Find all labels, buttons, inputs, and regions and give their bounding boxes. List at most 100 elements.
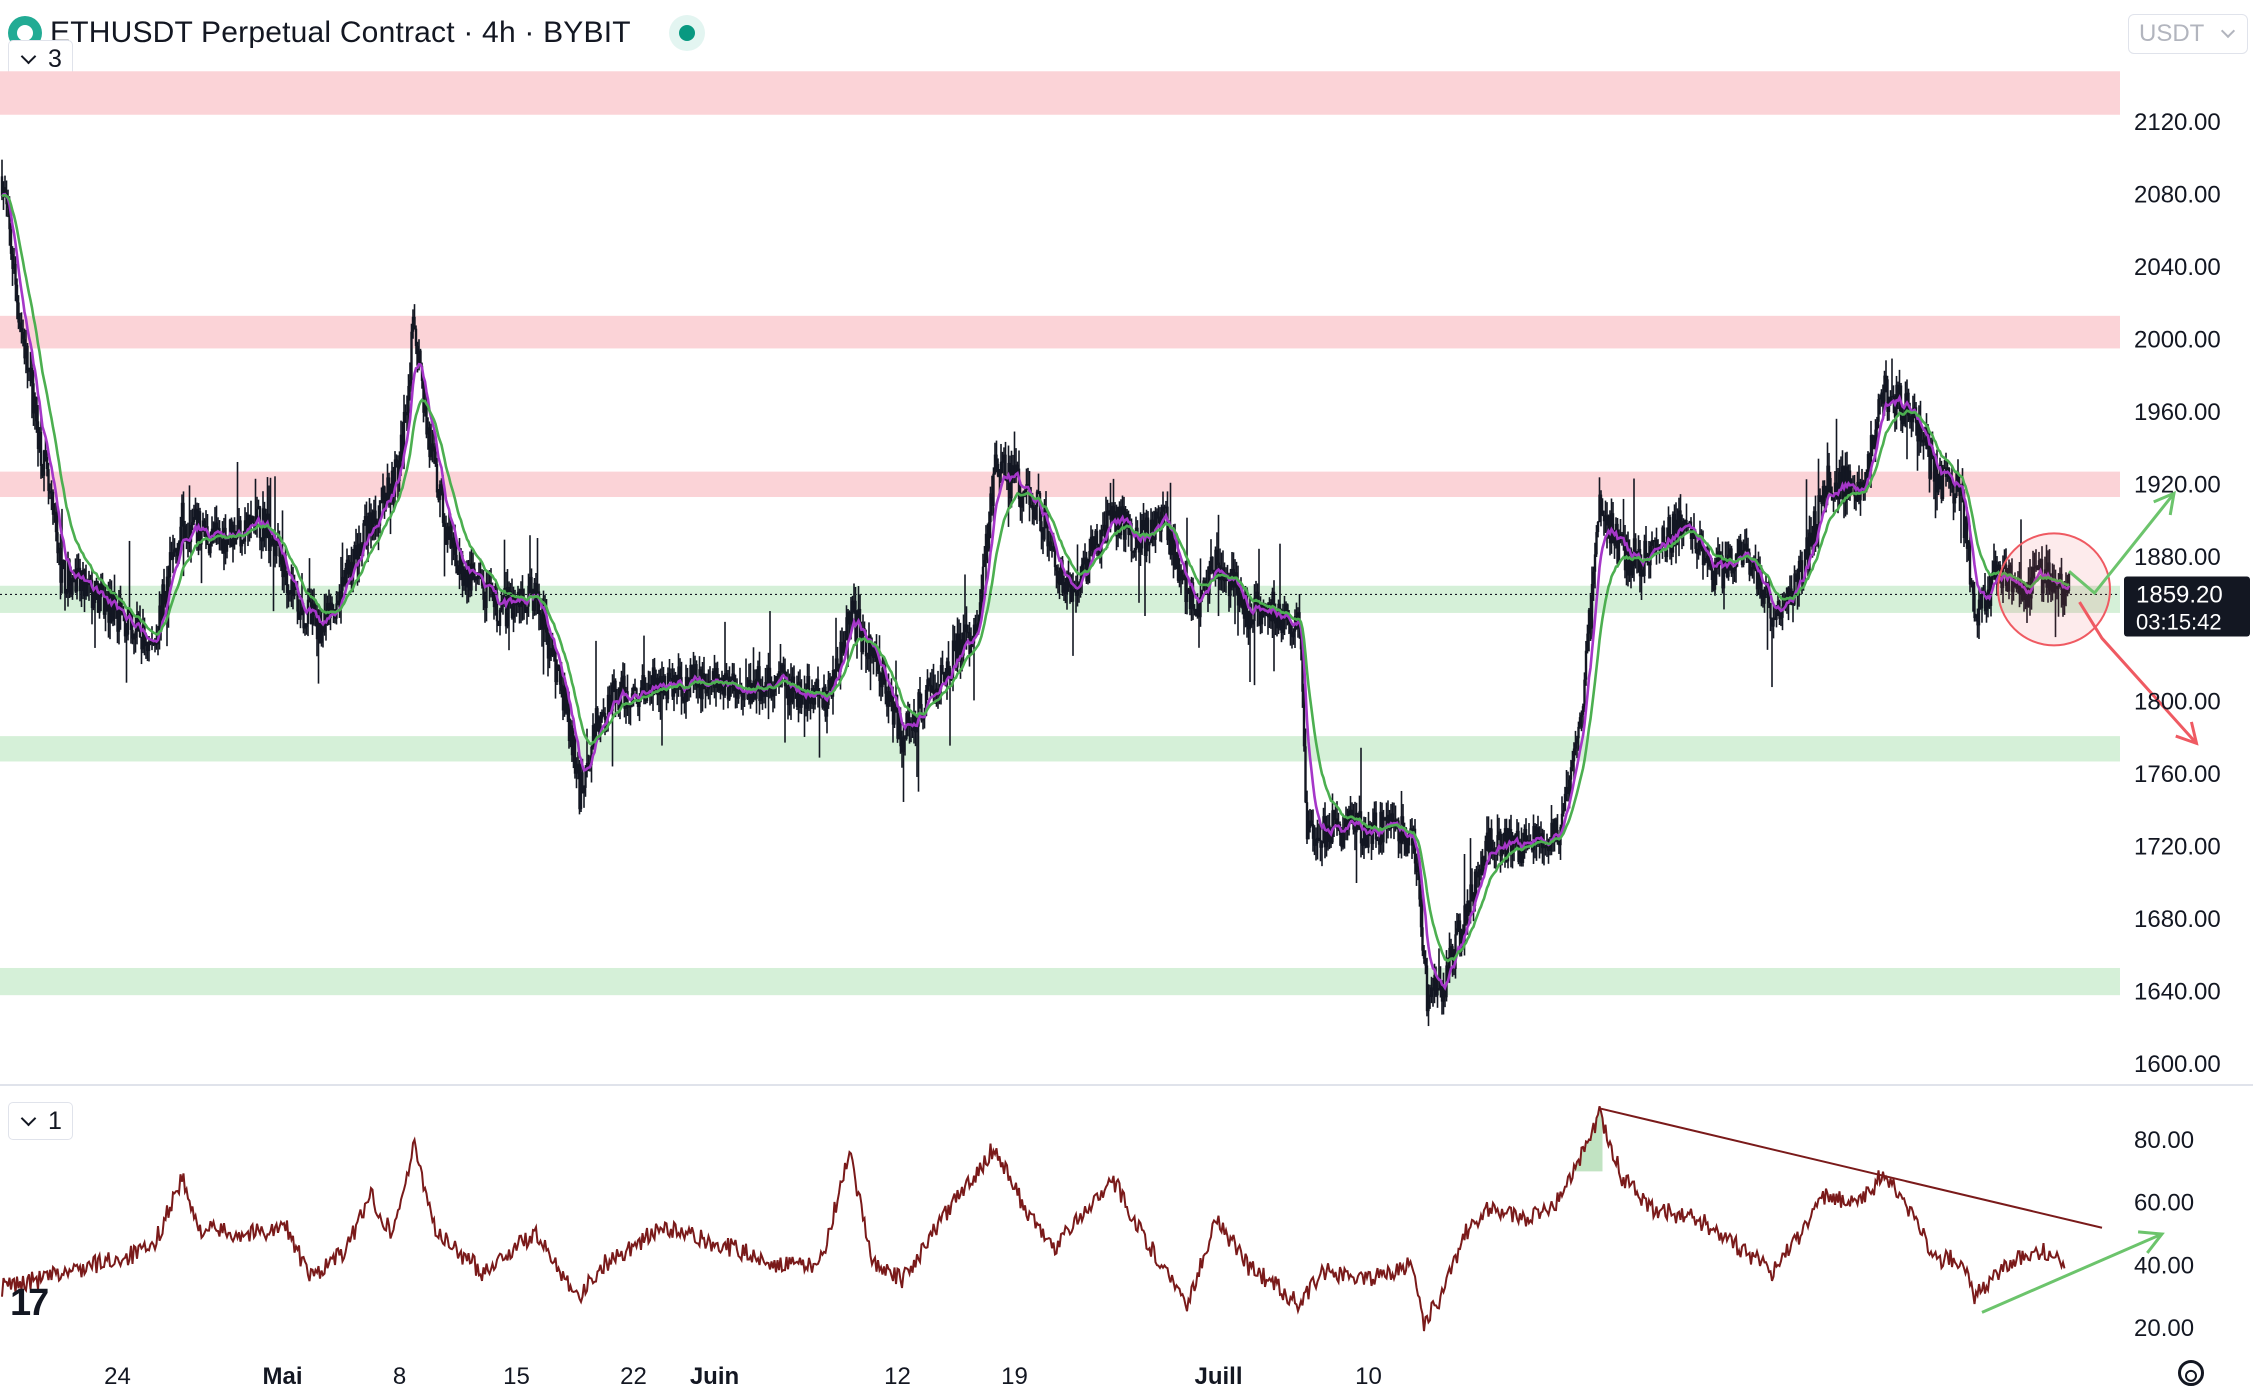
candle-body [986, 533, 989, 551]
ma-fast-line [0, 192, 2071, 991]
candle-body [1698, 533, 1702, 549]
candle-body [1095, 530, 1099, 546]
candle-body [1250, 610, 1253, 625]
candle-body [63, 560, 67, 594]
candle-body [1443, 989, 1447, 998]
candle-body [200, 530, 203, 545]
candle-body [786, 679, 790, 706]
candle-body [1925, 437, 1928, 450]
candle-body [9, 229, 13, 254]
candle-body [1974, 614, 1978, 619]
candle-body [848, 611, 851, 625]
candle-body [1644, 540, 1648, 563]
candle-body [1224, 579, 1228, 582]
candle-body [953, 640, 956, 650]
candle-body [437, 492, 440, 500]
candle-body [1041, 532, 1045, 540]
candle-body [1149, 519, 1153, 543]
candle-body [282, 554, 286, 578]
candle-body [290, 579, 293, 592]
candle-body [1184, 574, 1187, 603]
candle-body [440, 484, 443, 487]
candle-body [1518, 844, 1522, 862]
candle-body [1341, 829, 1345, 848]
candle-body [1563, 793, 1567, 811]
candle-body [1964, 517, 1967, 539]
candle-body [1808, 532, 1811, 570]
candle-body [1908, 415, 1912, 421]
candle-body [1881, 392, 1885, 404]
candle-body [132, 637, 136, 640]
candle-body [461, 555, 464, 586]
candle-body [1289, 623, 1292, 633]
candle-body [498, 609, 502, 626]
candle-body [12, 263, 16, 269]
candle-body [1842, 466, 1846, 503]
candle-body [563, 685, 566, 711]
candle-body [1031, 505, 1034, 510]
candle-body [1598, 494, 1601, 522]
candle-body [162, 584, 166, 605]
candle-body [1127, 514, 1130, 535]
candle-body [1421, 927, 1424, 951]
candle-body [1883, 375, 1886, 404]
candle-body [1748, 552, 1751, 575]
candle-body [1398, 841, 1402, 844]
candle-body [629, 704, 632, 708]
candle-body [1574, 743, 1577, 749]
candle-body [1082, 558, 1085, 565]
candle-body [2024, 587, 2027, 600]
candle-body [1575, 738, 1579, 744]
candle-body [1638, 548, 1642, 577]
candle-body [1103, 524, 1106, 530]
candle-body [1701, 545, 1705, 565]
candle-body [1182, 574, 1186, 581]
candle-body [396, 460, 400, 482]
candle-body [1113, 511, 1117, 520]
candle-body [1433, 974, 1436, 991]
candle-body [1329, 841, 1333, 844]
candle-body [594, 708, 598, 741]
price-tick-label: 2000.00 [2134, 326, 2221, 353]
candle-body [1580, 714, 1583, 718]
candle-body [327, 603, 331, 619]
candle-body [29, 367, 32, 371]
bearish-arrow [2078, 601, 2198, 745]
candle-body [1568, 779, 1571, 794]
candle-body [462, 577, 466, 586]
currency-unit-select[interactable]: USDT [2128, 14, 2248, 54]
symbol-title[interactable]: ETHUSDT Perpetual Contract · 4h · BYBIT [50, 16, 631, 49]
candle-body [470, 563, 473, 591]
candle-body [1478, 868, 1481, 875]
candle-body [288, 591, 292, 594]
candle-body [83, 569, 86, 597]
candle-body [851, 600, 854, 613]
candle-body [150, 642, 154, 644]
candle-body [279, 556, 283, 565]
candle-body [800, 695, 803, 708]
time-tick-label: 8 [393, 1363, 406, 1390]
candle-body [285, 573, 289, 594]
candle-body [1301, 649, 1304, 692]
candle-body [1016, 464, 1019, 469]
candle-body [866, 656, 869, 660]
candle-body [120, 612, 124, 615]
tradingview-logo[interactable]: 17 [10, 1282, 49, 1324]
candle-body [899, 712, 902, 747]
candle-body [1086, 569, 1090, 582]
candle-body [1896, 384, 1900, 402]
candle-body [1517, 830, 1520, 862]
candle-body [1091, 536, 1094, 550]
candle-body [65, 592, 68, 595]
candle-body [485, 582, 488, 609]
sub-indicators-toggle[interactable]: 1 [8, 1102, 73, 1140]
candle-body [236, 524, 239, 539]
candle-body [551, 649, 554, 656]
candle-body [1877, 399, 1880, 422]
candle-body [48, 491, 52, 494]
candle-body [1056, 570, 1060, 584]
candle-body [1557, 839, 1561, 846]
candle-body [1110, 505, 1114, 520]
market-status-icon[interactable] [668, 15, 705, 51]
